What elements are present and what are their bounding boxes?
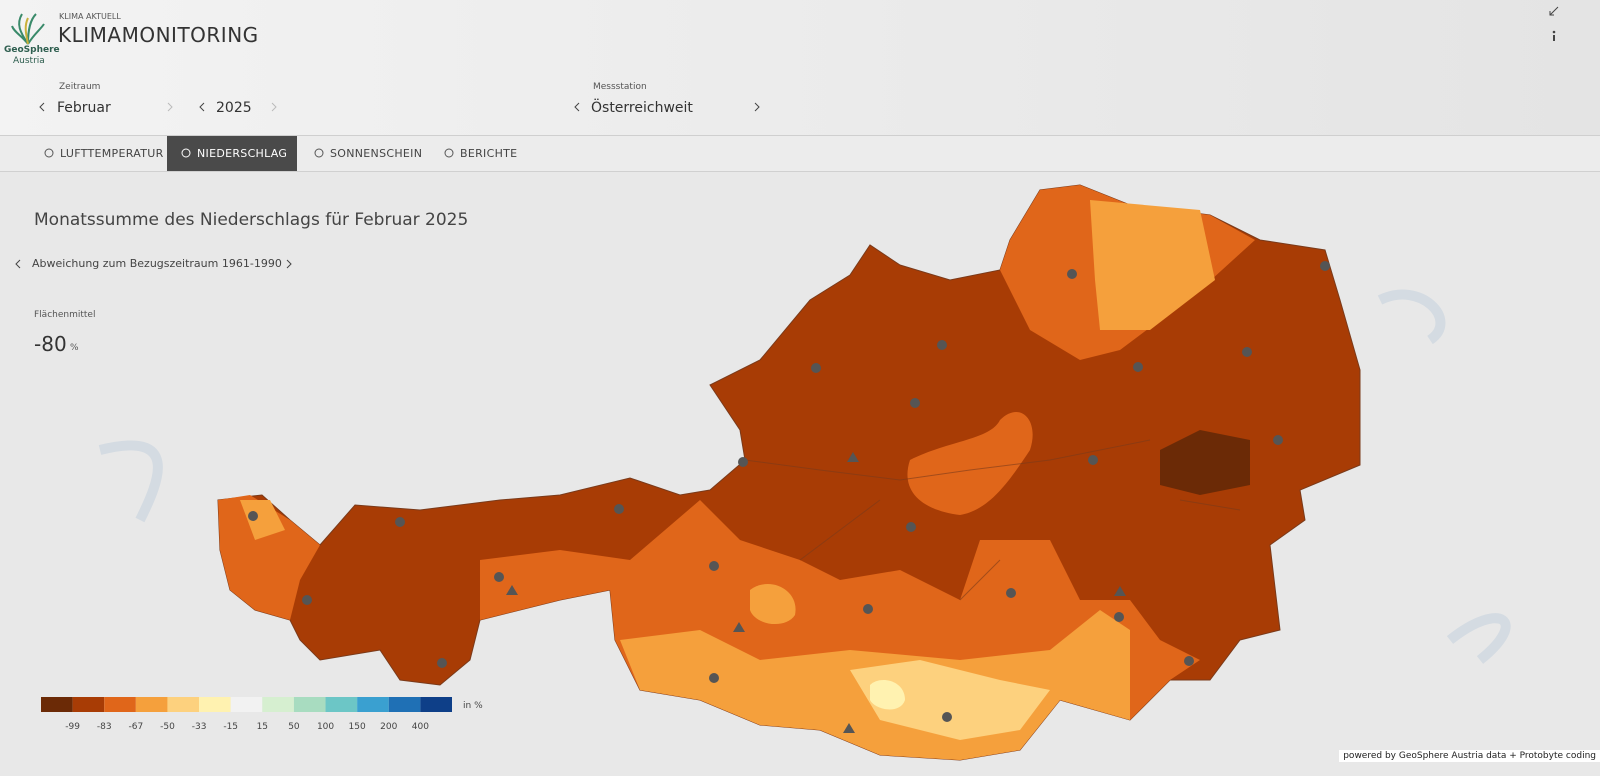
legend-label: 100 bbox=[317, 722, 334, 732]
year[interactable]: 2025 bbox=[216, 100, 252, 116]
tab-icon bbox=[44, 148, 54, 158]
legend-label: -15 bbox=[223, 722, 238, 732]
logo-mark bbox=[11, 13, 45, 45]
tab-icon bbox=[444, 148, 454, 158]
legend-swatch bbox=[293, 697, 326, 712]
legend-label: -67 bbox=[128, 722, 143, 732]
legend-swatch bbox=[104, 697, 136, 712]
legend-label: -99 bbox=[65, 722, 80, 732]
legend-swatch bbox=[420, 697, 452, 712]
period-label: Zeitraum bbox=[59, 82, 101, 92]
header: GeoSphere Austria KLIMA AKTUELL KLIMAMON… bbox=[0, 0, 1600, 136]
legend-swatch bbox=[325, 697, 358, 712]
legend-unit: in % bbox=[463, 701, 483, 711]
legend-swatch bbox=[199, 697, 231, 712]
legend-swatch bbox=[262, 697, 294, 712]
legend-label: -33 bbox=[192, 722, 207, 732]
next-month[interactable] bbox=[166, 102, 174, 112]
legend-swatch bbox=[135, 697, 168, 712]
stations bbox=[248, 261, 1330, 733]
kicker: KLIMA AKTUELL bbox=[59, 12, 121, 21]
next-station[interactable] bbox=[753, 102, 761, 112]
app-title: KLIMAMONITORING bbox=[58, 23, 259, 47]
tab-icon bbox=[314, 148, 324, 158]
map-lakes bbox=[98, 289, 1511, 664]
legend-label: 150 bbox=[349, 722, 366, 732]
legend-label: 400 bbox=[412, 722, 429, 732]
next-year[interactable] bbox=[270, 102, 278, 112]
legend-label: 200 bbox=[380, 722, 397, 732]
collapse-icon[interactable] bbox=[1548, 5, 1560, 17]
map bbox=[0, 172, 1600, 776]
logo-text: GeoSphere bbox=[4, 45, 60, 55]
tab-icon bbox=[181, 148, 191, 158]
prev-reference[interactable] bbox=[14, 259, 22, 269]
attribution: powered by GeoSphere Austria data + Prot… bbox=[1339, 750, 1600, 762]
tab[interactable]: BERICHTE bbox=[430, 136, 525, 171]
tab-label: BERICHTE bbox=[460, 147, 518, 160]
month[interactable]: Februar bbox=[57, 100, 111, 116]
austria bbox=[217, 184, 1361, 761]
tab-bar: LUFTTEMPERATUR NIEDERSCHLAG SONNENSCHEIN BE… bbox=[0, 136, 1600, 172]
mean-unit: % bbox=[70, 343, 79, 353]
prev-month[interactable] bbox=[38, 102, 46, 112]
legend-label: -83 bbox=[97, 722, 112, 732]
info-icon[interactable] bbox=[1550, 30, 1558, 42]
legend: -99 -83 -67 -50 -33 -15 15 50 100 150 200 400 in % bbox=[41, 697, 483, 732]
legend-swatch bbox=[72, 697, 105, 712]
legend-swatch bbox=[167, 697, 200, 712]
legend-swatch bbox=[41, 697, 73, 712]
legend-swatch bbox=[357, 697, 389, 712]
prev-year[interactable] bbox=[198, 102, 206, 112]
tab[interactable]: LUFTTEMPERATUR bbox=[30, 136, 167, 171]
tab[interactable]: SONNENSCHEIN bbox=[300, 136, 426, 171]
tab[interactable]: NIEDERSCHLAG bbox=[167, 136, 297, 171]
reference: Abweichung zum Bezugszeitraum 1961-1990 bbox=[32, 257, 282, 270]
tab-label: LUFTTEMPERATUR bbox=[60, 147, 164, 160]
next-reference[interactable] bbox=[285, 259, 293, 269]
tab-label: SONNENSCHEIN bbox=[330, 147, 423, 160]
tab-label: NIEDERSCHLAG bbox=[197, 147, 288, 160]
legend-swatch bbox=[388, 697, 421, 712]
legend-swatch bbox=[230, 697, 263, 712]
station-label: Messstation bbox=[593, 82, 647, 92]
station[interactable]: Österreichweit bbox=[591, 100, 693, 116]
prev-station[interactable] bbox=[573, 102, 581, 112]
map-title: Monatssumme des Niederschlags für Februa… bbox=[34, 210, 469, 230]
legend-label: 50 bbox=[288, 722, 300, 732]
legend-label: -50 bbox=[160, 722, 175, 732]
mean-value: -80 bbox=[34, 332, 67, 356]
mean-label: Flächenmittel bbox=[34, 310, 96, 320]
logo-subtext: Austria bbox=[13, 56, 45, 66]
legend-label: 15 bbox=[257, 722, 268, 732]
